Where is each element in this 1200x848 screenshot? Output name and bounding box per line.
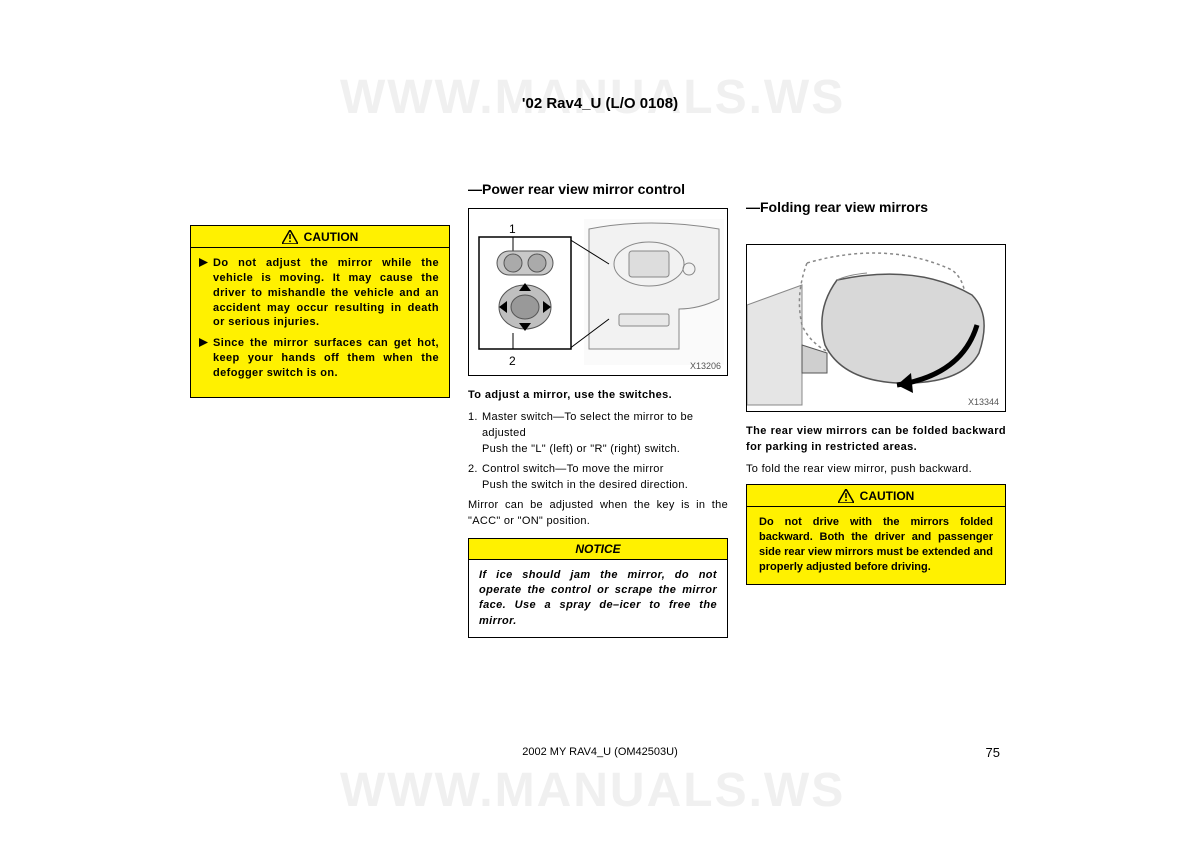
heading-power-mirror: —Power rear view mirror control: [468, 180, 728, 198]
caution-bullet-1: Do not adjust the mirror while the vehic…: [201, 256, 439, 330]
bullet-triangle-icon: [199, 338, 208, 347]
caution-bullet-2: Since the mirror surfaces can get hot, k…: [201, 336, 439, 381]
column-2: —Power rear view mirror control 1: [468, 180, 728, 638]
page-footer: 2002 MY RAV4_U (OM42503U): [522, 746, 678, 758]
caution-title: CAUTION: [860, 489, 915, 503]
col2-item-1a: Master switch—To select the mirror to be…: [482, 411, 693, 439]
warning-triangle-icon: [838, 489, 854, 503]
page-header: '02 Rav4_U (L/O 0108): [522, 95, 678, 112]
col2-after: Mirror can be adjusted when the key is i…: [468, 498, 728, 530]
col2-item-2: 2. Control switch—To move the mirror Pus…: [468, 462, 728, 494]
caution-box-folding: CAUTION Do not drive with the mirrors fo…: [746, 484, 1006, 585]
caution-header: CAUTION: [747, 485, 1005, 507]
caution-body: Do not drive with the mirrors folded bac…: [747, 507, 1005, 584]
caution-title: CAUTION: [304, 230, 359, 244]
page-content: CAUTION Do not adjust the mirror while t…: [190, 180, 1010, 638]
figure-id: X13206: [690, 361, 721, 371]
bullet-triangle-icon: [199, 258, 208, 267]
num-2: 2.: [468, 462, 478, 478]
svg-text:2: 2: [509, 354, 516, 368]
caution-box-mirror-adjust: CAUTION Do not adjust the mirror while t…: [190, 225, 450, 398]
notice-body: If ice should jam the mirror, do not ope…: [469, 560, 727, 638]
col2-item-1: 1. Master switch—To select the mirror to…: [468, 410, 728, 458]
notice-title: NOTICE: [469, 539, 727, 560]
column-3: —Folding rear view mirrors X13344 The re…: [746, 180, 1006, 638]
power-mirror-illustration: 1 2: [469, 209, 727, 375]
figure-id: X13344: [968, 397, 999, 407]
folding-mirror-illustration: [747, 245, 1005, 411]
caution-body: Do not adjust the mirror while the vehic…: [191, 248, 449, 397]
figure-folding-mirror: X13344: [746, 244, 1006, 412]
caution-bullet-2-text: Since the mirror surfaces can get hot, k…: [213, 337, 439, 379]
svg-text:1: 1: [509, 222, 516, 236]
num-1: 1.: [468, 410, 478, 426]
page-number: 75: [986, 745, 1000, 760]
col2-item-1b: Push the "L" (left) or "R" (right) switc…: [482, 443, 680, 455]
col3-after: To fold the rear view mirror, push backw…: [746, 462, 1006, 478]
column-1: CAUTION Do not adjust the mirror while t…: [190, 180, 450, 638]
col3-lead: The rear view mirrors can be folded back…: [746, 424, 1006, 456]
heading-folding-mirror: —Folding rear view mirrors: [746, 198, 1006, 216]
figure-power-mirror: 1 2 X13206: [468, 208, 728, 376]
caution-bullet-1-text: Do not adjust the mirror while the vehic…: [213, 257, 439, 328]
warning-triangle-icon: [282, 230, 298, 244]
notice-box: NOTICE If ice should jam the mirror, do …: [468, 538, 728, 639]
col2-lead: To adjust a mirror, use the switches.: [468, 388, 728, 404]
col2-item-2a: Control switch—To move the mirror: [482, 463, 664, 475]
caution-header: CAUTION: [191, 226, 449, 248]
col2-item-2b: Push the switch in the desired direction…: [482, 479, 688, 491]
watermark-bottom: WWW.MANUALS.WS: [340, 763, 845, 818]
